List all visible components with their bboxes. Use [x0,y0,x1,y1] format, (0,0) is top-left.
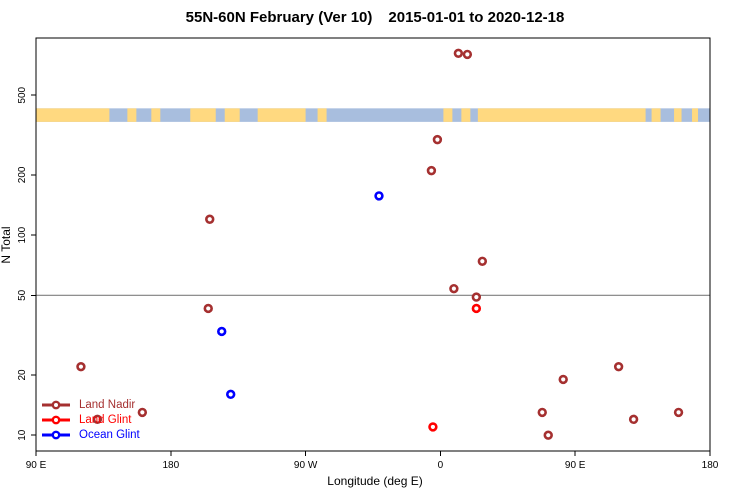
data-point-ocean-glint [374,191,384,201]
map-strip-land-segment [317,108,327,122]
legend-label: Land Nadir [79,398,136,411]
map-strip-land-segment [443,108,453,122]
map-strip-land-segment [190,108,216,122]
x-axis-title: Longitude (deg E) [327,474,423,488]
land-glint-marker-icon [42,415,70,424]
x-tick-label: 90 E [565,460,586,471]
data-point-land-nadir [92,414,103,425]
x-tick-label: 180 [702,460,719,471]
map-strip-land-segment [151,108,161,122]
data-point-land-glint [471,303,482,314]
y-tick-label: 50 [17,289,28,301]
legend-item-land-glint: Land Glint [41,412,140,427]
x-tick-label: 180 [162,460,179,471]
map-strip-land-segment [651,108,661,122]
data-point-land-nadir [558,374,568,385]
data-point-land-nadir [537,407,547,418]
plot-border [35,37,711,452]
chart-title-main: 55N-60N February (Ver 10) [185,9,373,26]
data-point-land-nadir [453,48,464,59]
y-tick-label: 10 [17,429,28,441]
data-point-land-nadir [137,407,148,418]
y-tick-label: 20 [17,369,28,381]
y-tick-label: 500 [17,86,28,103]
y-tick-label: 200 [17,166,28,183]
map-strip-land-segment [477,108,646,122]
x-tick-label: 90 W [294,460,318,471]
legend-label: Land Glint [79,413,132,426]
data-point-land-nadir [543,430,553,440]
data-point-land-glint [428,422,438,432]
y-tick-label: 100 [17,226,28,243]
data-point-land-nadir [432,134,443,145]
plot-legend: Land Nadir Land Glint Ocean Glint [41,397,140,442]
map-strip-land-segment [257,108,306,122]
data-point-land-nadir [471,292,482,302]
map-strip-land-segment [224,108,240,122]
data-point-land-nadir [449,283,459,294]
y-axis-title: N Total [0,226,13,264]
data-point-land-nadir [613,361,624,372]
chart-title-daterange: 2015-01-01 to 2020-12-18 [388,9,565,26]
data-point-land-nadir [203,303,213,314]
data-point-land-nadir [205,214,215,224]
ocean-glint-marker-icon [42,430,70,439]
x-tick-label: 90 E [26,460,47,471]
map-strip-land-segment [674,108,682,122]
data-point-ocean-glint [226,389,236,400]
data-point-land-nadir [673,407,684,418]
legend-item-land-nadir: Land Nadir [41,397,140,412]
map-strip-land-segment [127,108,137,122]
data-point-land-nadir [462,49,473,60]
chart-title: 55N-60N February (Ver 10) 2015-01-01 to 2… [0,9,750,26]
map-strip-land-segment [461,108,471,122]
data-point-land-nadir [426,165,437,176]
data-point-ocean-glint [217,326,227,337]
map-strip-land-segment [692,108,699,122]
legend-item-ocean-glint: Ocean Glint [41,427,140,442]
data-point-land-nadir [628,414,639,425]
map-strip-land-segment [36,108,110,122]
legend-label: Ocean Glint [79,428,140,441]
data-point-land-nadir [76,361,86,372]
land-nadir-marker-icon [42,400,70,409]
x-tick-label: 0 [438,460,444,471]
data-point-land-nadir [477,256,488,266]
